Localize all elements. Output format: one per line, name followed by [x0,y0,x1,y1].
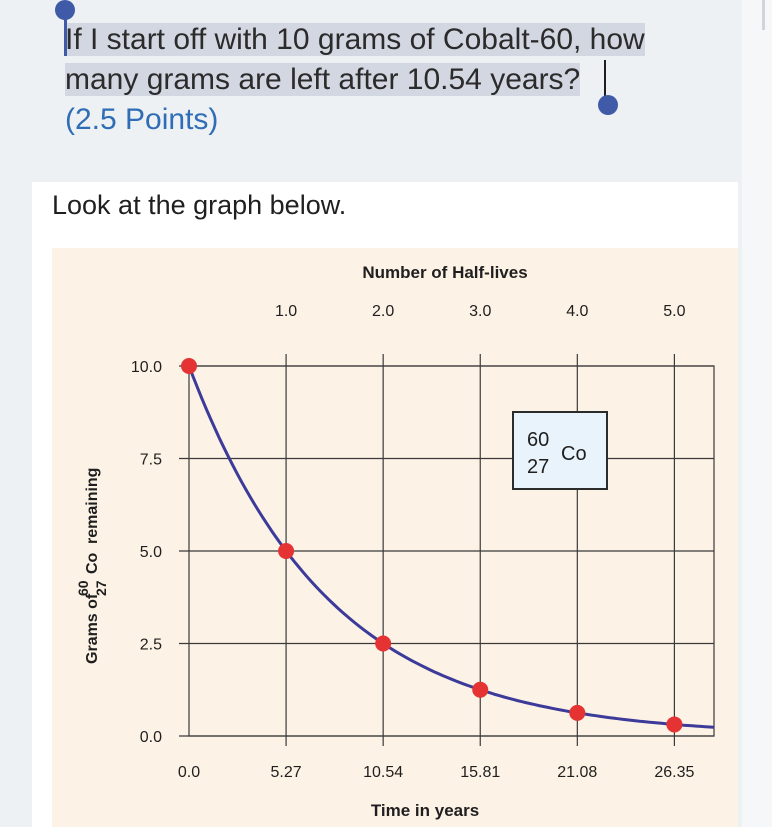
data-point [472,681,489,698]
x-tick-label: 0.0 [178,764,200,781]
question-text[interactable]: If I start off with 10 grams of Cobalt-6… [65,20,715,100]
y-tick-label: 10.0 [131,359,162,376]
x-tick-label: 5.27 [271,764,302,781]
question-card: If I start off with 10 grams of Cobalt-6… [30,0,742,180]
x-axis-title: Time in years [371,801,479,820]
y-axis-title-suffix: remaining [84,468,101,544]
y-axis-title-mass: 60 [75,580,91,596]
y-tick-label: 5.0 [140,544,162,561]
y-axis-title-element: Co [84,552,101,574]
top-tick-label: 4.0 [566,303,588,320]
top-axis-title: Number of Half-lives [362,263,527,282]
selection-start-bar [64,14,67,56]
y-axis-title: Grams of 60 27 Co remaining [75,468,109,664]
y-tick-label: 0.0 [140,729,162,746]
legend-mass-number: 60 [527,429,549,451]
data-point [278,543,295,559]
question-line-1: If I start off with 10 grams of Cobalt-6… [65,23,645,56]
legend-symbol: Co [561,443,587,465]
selection-end-handle[interactable] [598,95,618,115]
data-point [569,704,586,721]
y-axis-title-prefix: Grams of [84,593,101,664]
labels-layer: 10.0 7.5 5.0 2.5 0.0 1.0 2.0 3.0 4.0 5.0 0.0 5.27 10… [131,303,695,781]
grid-layer [179,354,715,746]
y-tick-label: 2.5 [140,637,162,654]
text-cursor [604,60,606,98]
top-tick-label: 5.0 [663,303,685,320]
data-point [375,635,392,652]
top-tick-label: 1.0 [275,303,297,320]
x-tick-label: 15.81 [460,764,500,781]
question-line-2: many grams are left after 10.54 years? [65,63,581,96]
scrollbar-track[interactable] [742,0,772,827]
legend-atomic-number: 27 [527,456,549,478]
x-tick-label: 26.35 [654,764,694,781]
top-tick-label: 2.0 [372,303,394,320]
top-tick-label: 3.0 [469,303,491,320]
data-points-layer [181,358,683,733]
selection-start-handle[interactable] [55,0,75,20]
y-tick-label: 7.5 [140,452,162,469]
x-tick-label: 10.54 [363,764,403,781]
graph-background [52,248,738,827]
isotope-legend-box: 60 27 Co [512,411,608,490]
data-point [181,358,197,374]
decay-curve [187,365,715,729]
question-points: (2.5 Points) [65,103,219,136]
data-point [666,716,683,733]
y-axis-title-atomic: 27 [93,580,109,596]
x-tick-label: 21.08 [557,764,597,781]
image-caption: Look at the graph below. [52,190,347,220]
